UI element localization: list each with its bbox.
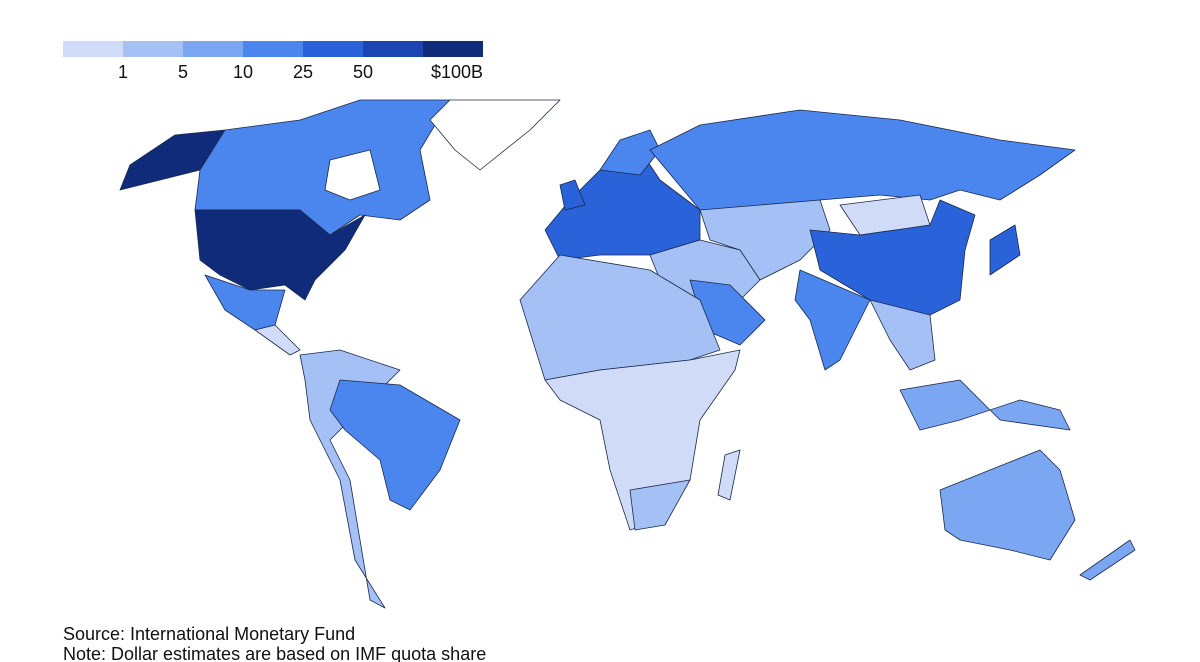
legend: 1 5 10 25 50 $100B xyxy=(63,41,483,82)
uk xyxy=(559,179,586,211)
world-map xyxy=(119,99,1136,609)
legend-label: 5 xyxy=(178,62,188,82)
legend-label: 1 xyxy=(118,62,128,82)
legend-label: 50 xyxy=(353,62,373,82)
hudson-bay xyxy=(324,149,381,201)
method-note: Note: Dollar estimates are based on IMF … xyxy=(63,644,486,662)
central-asia xyxy=(699,199,831,281)
india xyxy=(794,269,871,371)
legend-swatch xyxy=(63,41,123,57)
greenland xyxy=(429,99,561,171)
legend-swatch xyxy=(303,41,363,57)
legend-swatch xyxy=(423,41,483,57)
south-america xyxy=(299,349,401,609)
southeast-asia xyxy=(869,299,936,371)
legend-swatch xyxy=(183,41,243,57)
legend-swatch xyxy=(243,41,303,57)
new-zealand xyxy=(1079,539,1136,581)
source-note: Source: International Monetary Fund xyxy=(63,624,355,644)
south-africa xyxy=(629,479,691,531)
japan xyxy=(989,224,1021,276)
legend-label: $100B xyxy=(431,62,483,82)
legend-swatch xyxy=(123,41,183,57)
brazil xyxy=(329,379,461,511)
legend-label: 25 xyxy=(293,62,313,82)
australia xyxy=(939,449,1076,561)
legend-label: 10 xyxy=(233,62,253,82)
russia xyxy=(649,109,1076,211)
central-america xyxy=(254,324,301,356)
indonesia xyxy=(899,379,1071,431)
scandinavia xyxy=(599,129,661,176)
madagascar xyxy=(717,449,741,501)
mongolia xyxy=(839,194,931,236)
legend-swatch xyxy=(363,41,423,57)
usa xyxy=(194,209,366,301)
